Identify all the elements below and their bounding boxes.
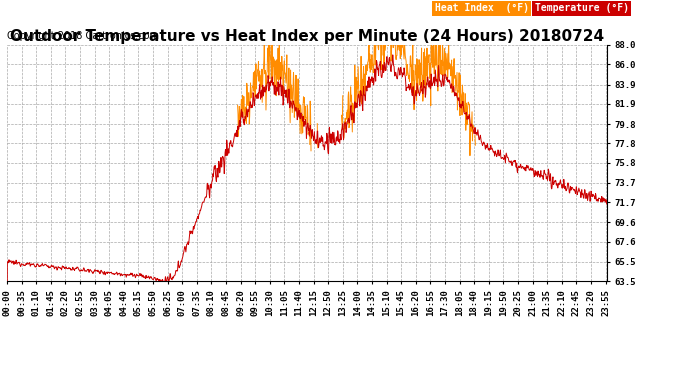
Text: Copyright 2018 Cartronics.com: Copyright 2018 Cartronics.com (7, 32, 159, 41)
Text: Heat Index  (°F): Heat Index (°F) (435, 3, 529, 13)
Title: Outdoor Temperature vs Heat Index per Minute (24 Hours) 20180724: Outdoor Temperature vs Heat Index per Mi… (10, 29, 604, 44)
Text: Temperature (°F): Temperature (°F) (535, 3, 629, 13)
